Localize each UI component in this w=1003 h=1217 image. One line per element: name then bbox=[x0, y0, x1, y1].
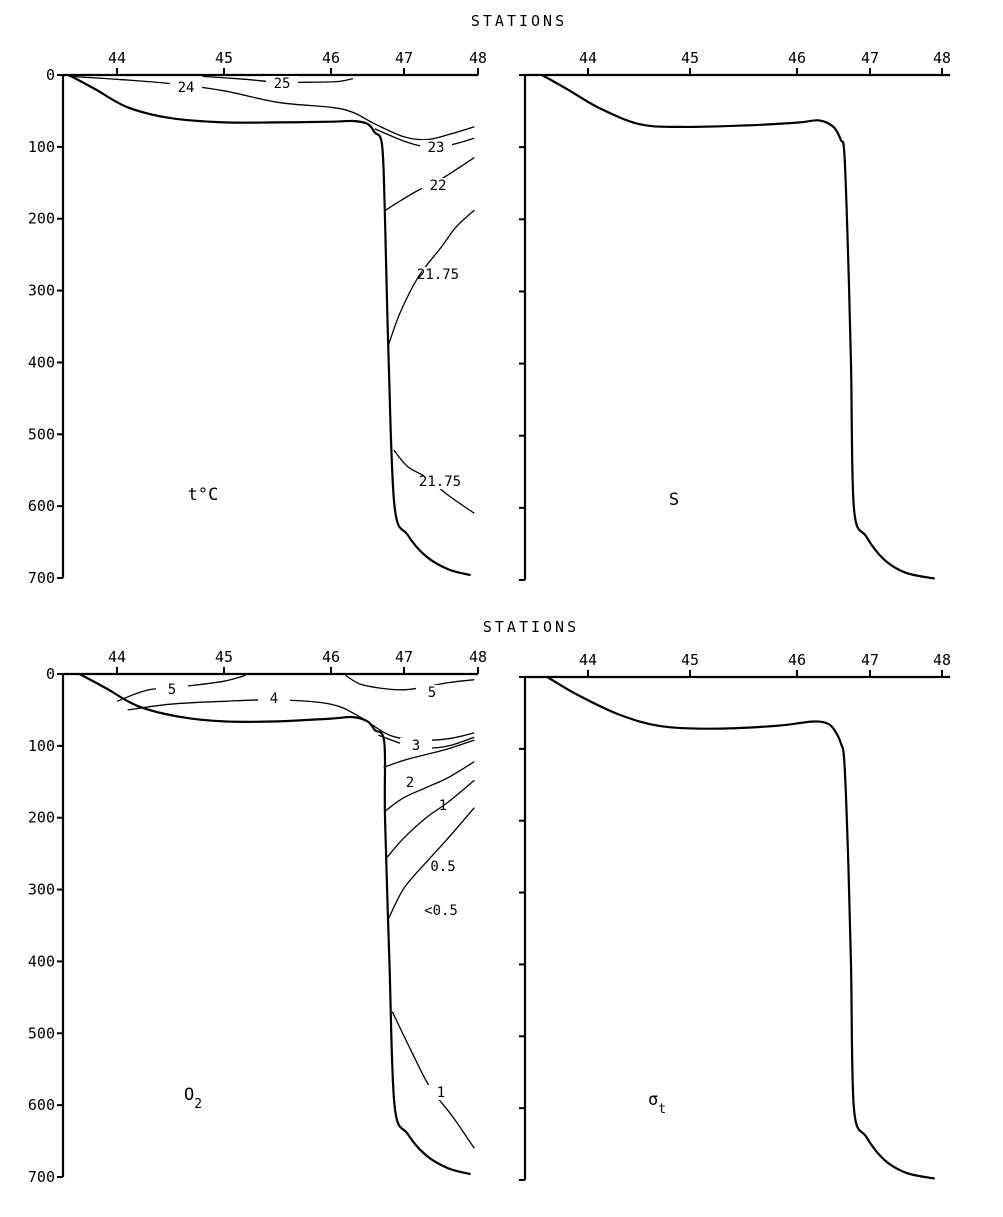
x-tick-label: 45 bbox=[681, 49, 699, 67]
x-tick-label: 48 bbox=[469, 648, 487, 666]
y-tick-label: 700 bbox=[28, 1168, 55, 1186]
panel-1: 44 45 46 47 48 0 100 200 300 400 500 600 700 25 24 23 22… bbox=[28, 49, 487, 587]
contour-line bbox=[385, 157, 475, 211]
contour-label-bg bbox=[416, 685, 448, 700]
y-tick-label: 0 bbox=[46, 665, 55, 683]
x-tick-label: 44 bbox=[108, 648, 126, 666]
contour-label: 3 bbox=[412, 738, 420, 754]
x-tick-label: 48 bbox=[933, 49, 951, 67]
contour-label: 5 bbox=[168, 682, 176, 698]
contour-label: 2 bbox=[406, 775, 414, 791]
contour-label-bg bbox=[424, 474, 456, 489]
contour-label-bg bbox=[425, 903, 457, 918]
y-tick-label: 400 bbox=[28, 952, 55, 970]
contour-line bbox=[388, 807, 475, 919]
panel-label: σt bbox=[648, 1090, 666, 1117]
contour-label-bg bbox=[170, 80, 202, 95]
y-tick-label: 300 bbox=[28, 881, 55, 899]
stations-title-bottom: STATIONS bbox=[483, 618, 579, 636]
contour-line bbox=[383, 739, 475, 769]
contour-label-bg bbox=[422, 178, 454, 193]
y-tick-label: 500 bbox=[28, 1024, 55, 1042]
contour-label: 25 bbox=[274, 76, 291, 92]
y-tick-label: 100 bbox=[28, 737, 55, 755]
contour-line bbox=[127, 699, 475, 741]
sea-bottom-profile bbox=[78, 673, 471, 1176]
y-tick-label: 600 bbox=[28, 497, 55, 515]
contour-label: <0.5 bbox=[424, 903, 458, 919]
panel-4: 44 45 46 47 48 σt bbox=[519, 651, 951, 1181]
contour-line bbox=[68, 75, 475, 141]
contour-label-bg bbox=[422, 267, 454, 282]
contour-label-bg bbox=[394, 775, 426, 790]
x-tick-label: 48 bbox=[933, 651, 951, 669]
contour-label-bg bbox=[266, 76, 298, 91]
contour-line bbox=[116, 674, 246, 702]
contour-label: 4 bbox=[270, 691, 278, 707]
contour-label: 1 bbox=[437, 1085, 445, 1101]
x-tick-label: 46 bbox=[788, 651, 806, 669]
contour-line bbox=[391, 1011, 475, 1149]
stations-title-top: STATIONS bbox=[471, 12, 567, 30]
panel-2: 44 45 46 47 48 S bbox=[519, 49, 951, 581]
x-tick-label: 45 bbox=[215, 49, 233, 67]
contour-line bbox=[388, 209, 475, 345]
sea-bottom-profile bbox=[546, 676, 936, 1180]
panel-label: t°C bbox=[188, 485, 219, 505]
x-tick-label: 48 bbox=[469, 49, 487, 67]
x-tick-label: 47 bbox=[395, 648, 413, 666]
y-tick-label: 200 bbox=[28, 210, 55, 228]
contour-label-bg bbox=[156, 682, 188, 697]
y-tick-label: 700 bbox=[28, 569, 55, 587]
contour-line bbox=[345, 674, 475, 691]
contour-label: 21.75 bbox=[417, 267, 459, 283]
contour-label-bg bbox=[427, 859, 459, 874]
y-tick-label: 400 bbox=[28, 353, 55, 371]
sea-bottom-profile bbox=[541, 74, 936, 580]
panel-label: O2 bbox=[184, 1085, 202, 1112]
contour-label: 5 bbox=[428, 685, 436, 701]
panels: 44 45 46 47 48010020030040050060070025242322… bbox=[28, 49, 951, 1186]
contour-line bbox=[386, 779, 475, 858]
y-tick-label: 300 bbox=[28, 282, 55, 300]
contour-label-bg bbox=[420, 140, 452, 155]
x-tick-label: 47 bbox=[861, 49, 879, 67]
contour-label: 0.5 bbox=[430, 859, 455, 875]
x-tick-label: 44 bbox=[579, 49, 597, 67]
x-tick-label: 44 bbox=[108, 49, 126, 67]
contour-label-bg bbox=[425, 1085, 457, 1100]
x-tick-label: 45 bbox=[215, 648, 233, 666]
contour-label: 21.75 bbox=[419, 474, 461, 490]
x-tick-label: 46 bbox=[322, 49, 340, 67]
x-tick-label: 47 bbox=[395, 49, 413, 67]
y-tick-label: 0 bbox=[46, 66, 55, 84]
contour-label-bg bbox=[258, 691, 290, 706]
x-tick-label: 46 bbox=[788, 49, 806, 67]
y-tick-label: 600 bbox=[28, 1096, 55, 1114]
contour-line bbox=[385, 761, 475, 812]
contour-label: 24 bbox=[178, 80, 195, 96]
x-tick-label: 47 bbox=[861, 651, 879, 669]
x-tick-label: 45 bbox=[681, 651, 699, 669]
panel-label: S bbox=[669, 490, 679, 510]
sea-bottom-profile bbox=[68, 74, 471, 577]
x-tick-label: 46 bbox=[322, 648, 340, 666]
x-tick-label: 44 bbox=[579, 651, 597, 669]
contour-label-bg bbox=[400, 738, 432, 753]
y-tick-label: 100 bbox=[28, 138, 55, 156]
contour-label: 23 bbox=[428, 140, 445, 156]
contour-label: 22 bbox=[430, 178, 447, 194]
y-tick-label: 500 bbox=[28, 425, 55, 443]
y-tick-label: 200 bbox=[28, 809, 55, 827]
